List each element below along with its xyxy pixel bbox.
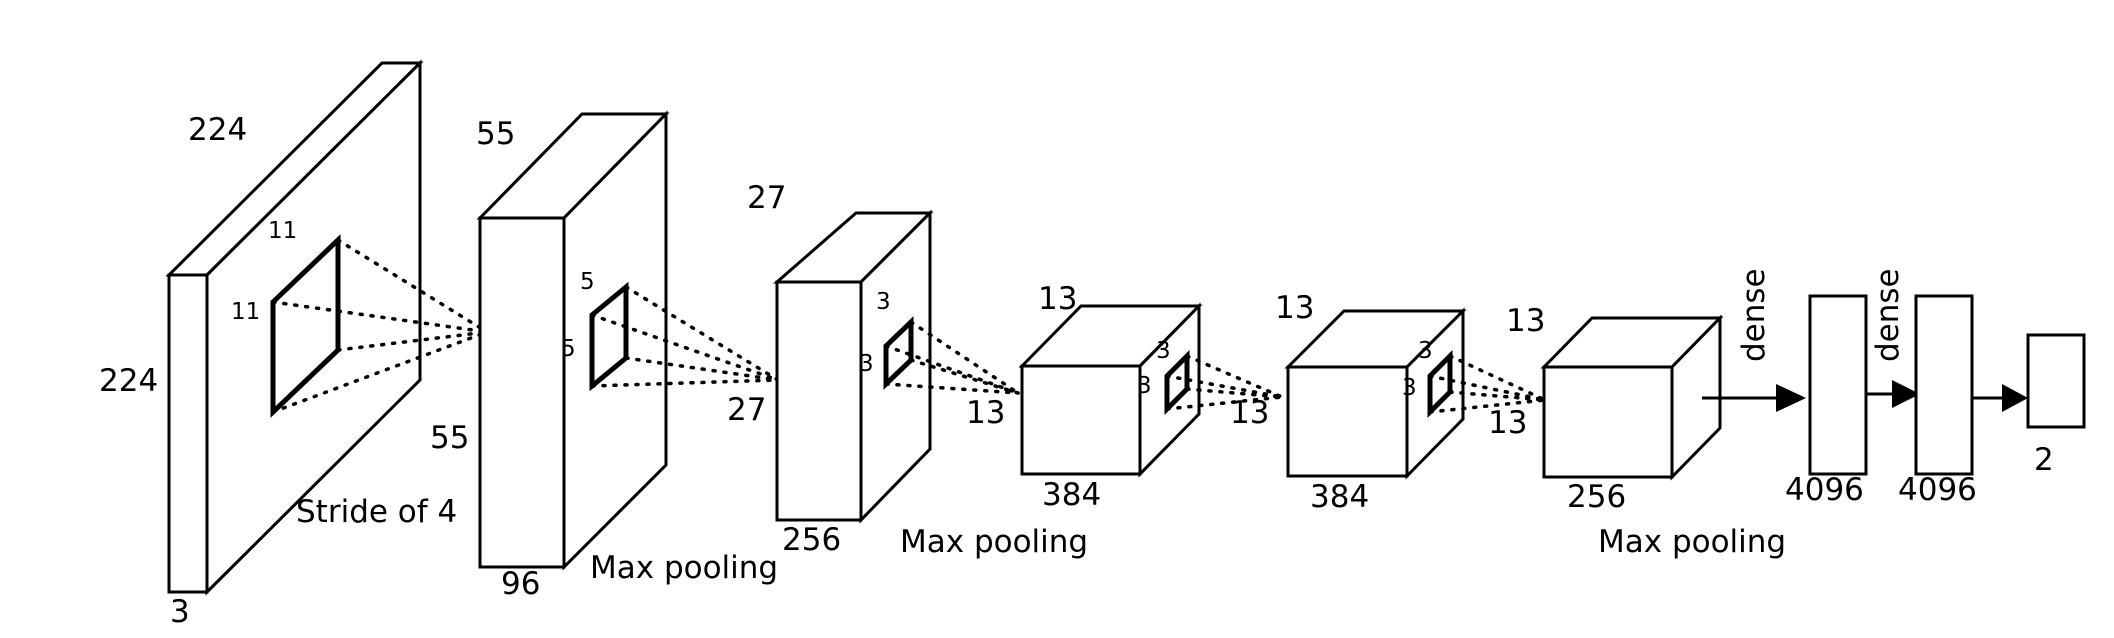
conv2-receptive-field-dots	[884, 320, 1020, 395]
conv2-pool-label: Max pooling	[900, 524, 1088, 560]
conv5-pool-label: Max pooling	[1598, 524, 1786, 560]
dense2-label: dense	[1870, 268, 1906, 362]
conv1-pool-label: Max pooling	[590, 550, 778, 586]
conv5-layer-block	[1540, 314, 1724, 481]
conv1-receptive-field-dots	[590, 285, 780, 388]
conv4-layer-block	[1284, 307, 1467, 480]
input-height-label: 224	[99, 363, 158, 399]
conv3-depth-label: 384	[1042, 477, 1101, 513]
conv1-width-label: 55	[476, 116, 515, 152]
conv5-height-label: 13	[1488, 405, 1527, 441]
conv3-height-label: 13	[966, 395, 1005, 431]
conv3-kernel-w-label: 3	[1156, 338, 1171, 364]
input-kernel-h-label: 11	[231, 299, 260, 325]
fc1-size-label: 4096	[1785, 472, 1864, 508]
output-arrow	[1972, 384, 2028, 412]
conv2-height-label: 27	[727, 392, 766, 428]
conv4-kernel-h-label: 3	[1402, 375, 1417, 401]
dense1-arrow	[1702, 384, 1806, 412]
conv1-kernel-w-label: 5	[580, 269, 595, 295]
conv3-kernel-h-label: 3	[1137, 373, 1152, 399]
output-block	[2026, 333, 2086, 429]
conv4-kernel-w-label: 3	[1418, 338, 1433, 364]
conv4-receptive-field-dots	[1428, 354, 1547, 414]
conv1-layer-block	[476, 110, 670, 571]
conv2-kernel-w-label: 3	[876, 289, 891, 315]
conv4-height-label: 13	[1230, 395, 1269, 431]
conv3-receptive-field-dots	[1165, 354, 1284, 411]
dense1-label: dense	[1736, 268, 1772, 362]
input-receptive-field-dots	[271, 238, 489, 414]
conv1-depth-label: 96	[501, 566, 540, 602]
conv1-height-label: 55	[430, 420, 469, 456]
input-layer-block	[165, 59, 424, 596]
input-width-label: 224	[188, 112, 247, 148]
fc1-block	[1808, 294, 1868, 476]
input-kernel-w-label: 11	[268, 218, 297, 244]
conv2-layer-block	[773, 209, 934, 524]
fc2-size-label: 4096	[1898, 472, 1977, 508]
conv3-width-label: 13	[1038, 281, 1077, 317]
conv3-layer-block	[1018, 302, 1203, 478]
conv5-depth-label: 256	[1567, 479, 1626, 515]
fc2-block	[1914, 294, 1974, 476]
conv1-kernel-h-label: 5	[561, 336, 576, 362]
input-depth-label: 3	[170, 594, 190, 630]
stride-label: Stride of 4	[296, 494, 457, 530]
conv2-kernel-h-label: 3	[859, 351, 874, 377]
conv4-width-label: 13	[1275, 290, 1314, 326]
conv2-width-label: 27	[747, 180, 786, 216]
conv5-width-label: 13	[1506, 303, 1545, 339]
conv4-depth-label: 384	[1310, 479, 1369, 515]
dense2-arrow	[1866, 380, 1920, 408]
conv2-depth-label: 256	[782, 522, 841, 558]
output-size-label: 2	[2034, 442, 2054, 478]
